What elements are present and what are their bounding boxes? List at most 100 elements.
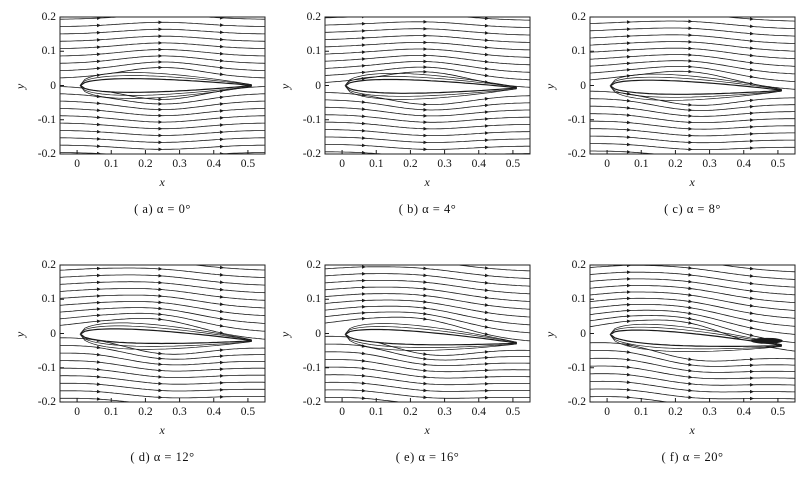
flow-arrow (423, 65, 428, 69)
flow-arrow (158, 381, 163, 386)
streamline (590, 285, 795, 303)
flow-arrow (484, 332, 489, 336)
y-tick-label: 0 (315, 79, 321, 92)
flow-arrow (688, 293, 693, 297)
streamline (325, 121, 530, 130)
flow-arrow (158, 60, 163, 64)
streamline (325, 42, 530, 51)
flow-arrow (219, 388, 224, 392)
flow-arrow (158, 27, 163, 32)
y-tick-label: -0.1 (302, 361, 321, 374)
streamline (590, 66, 795, 82)
x-tick-label: 0.5 (505, 158, 521, 170)
flow-arrow (484, 103, 489, 108)
flow-arrow (626, 395, 631, 400)
x-tick-label: 0.1 (104, 406, 119, 418)
streamline (590, 350, 795, 367)
x-tick-label: 0.5 (240, 158, 256, 170)
streamline (190, 265, 265, 271)
flow-arrow (749, 104, 754, 109)
x-axis-label: x (689, 423, 695, 437)
flow-arrow (96, 352, 101, 357)
flow-arrow (158, 147, 163, 152)
streamline (325, 66, 530, 81)
flow-arrow (361, 43, 366, 47)
boundary-streamline (610, 323, 782, 352)
flow-arrow (688, 46, 693, 51)
flow-arrow (423, 47, 428, 51)
flow-arrow (484, 31, 489, 35)
flow-arrow (423, 20, 428, 24)
x-axis-label: x (424, 175, 430, 189)
flow-arrow (688, 357, 693, 361)
streamline (590, 105, 795, 117)
flow-arrow (688, 69, 693, 74)
streamline (60, 294, 265, 309)
panel-c: 0.2 0.1 0 -0.1 -0.2 0 0.1 0.2 0.3 0.4 0.5 y x ( c) α … (530, 0, 800, 230)
flow-arrow (484, 375, 489, 379)
streamline (60, 318, 265, 340)
flow-arrow (484, 124, 489, 128)
x-tick-label: 0.2 (403, 158, 418, 170)
x-tick-label: 0.2 (668, 406, 683, 418)
flow-arrow (484, 295, 489, 300)
flow-arrow (749, 274, 754, 278)
flow-arrow (158, 375, 163, 379)
streamline (590, 113, 795, 123)
streamline (590, 271, 795, 288)
streamline (590, 291, 795, 311)
flow-arrow (484, 73, 489, 78)
flow-arrow (423, 102, 428, 107)
x-tick-label: 0.2 (138, 406, 153, 418)
flow-arrow (484, 382, 489, 386)
streamline (60, 108, 265, 117)
x-tick-label: 0.5 (505, 406, 521, 418)
flow-arrow (688, 126, 693, 131)
streamline (325, 273, 530, 287)
y-tick-label: -0.1 (567, 113, 586, 126)
flow-arrow (688, 103, 693, 107)
flow-arrow (423, 388, 428, 393)
flow-arrow (626, 150, 631, 154)
flow-arrow (219, 130, 224, 135)
flow-arrow (688, 53, 693, 57)
streamline (60, 397, 135, 402)
streamline (590, 47, 795, 60)
flow-arrow (484, 138, 489, 142)
flow-arrow (688, 140, 693, 145)
streamline (325, 266, 530, 279)
streamline (590, 135, 795, 144)
flow-arrow (96, 52, 101, 57)
flow-arrow (688, 259, 692, 263)
flow-arrow (96, 266, 101, 271)
streamline (718, 265, 795, 273)
flow-arrow (361, 381, 366, 385)
x-tick-label: 0.1 (634, 158, 649, 170)
streamline (325, 92, 530, 105)
y-axis-label: y (278, 83, 293, 89)
flow-arrow (361, 358, 366, 363)
streamline (325, 381, 530, 392)
flow-arrow (158, 287, 163, 292)
x-tick-label: 0.5 (770, 158, 786, 170)
flow-arrow (158, 34, 163, 38)
streamline (590, 98, 795, 111)
streamline (325, 293, 530, 310)
flow-arrow (688, 266, 693, 270)
flow-arrow (361, 21, 366, 26)
flow-arrow (423, 126, 428, 131)
streamlines (325, 265, 530, 402)
streamline (325, 316, 530, 342)
flow-arrow (626, 41, 631, 45)
flow-arrow (158, 102, 163, 106)
flow-arrow (749, 281, 754, 286)
flow-arrow (96, 101, 101, 106)
streamline (60, 375, 265, 385)
flow-arrow (96, 115, 101, 120)
flow-arrow (361, 285, 366, 290)
streamline (60, 382, 265, 392)
streamline (325, 151, 530, 154)
flow-arrow (361, 388, 366, 393)
streamline (325, 397, 403, 402)
flow-arrow (158, 65, 163, 70)
